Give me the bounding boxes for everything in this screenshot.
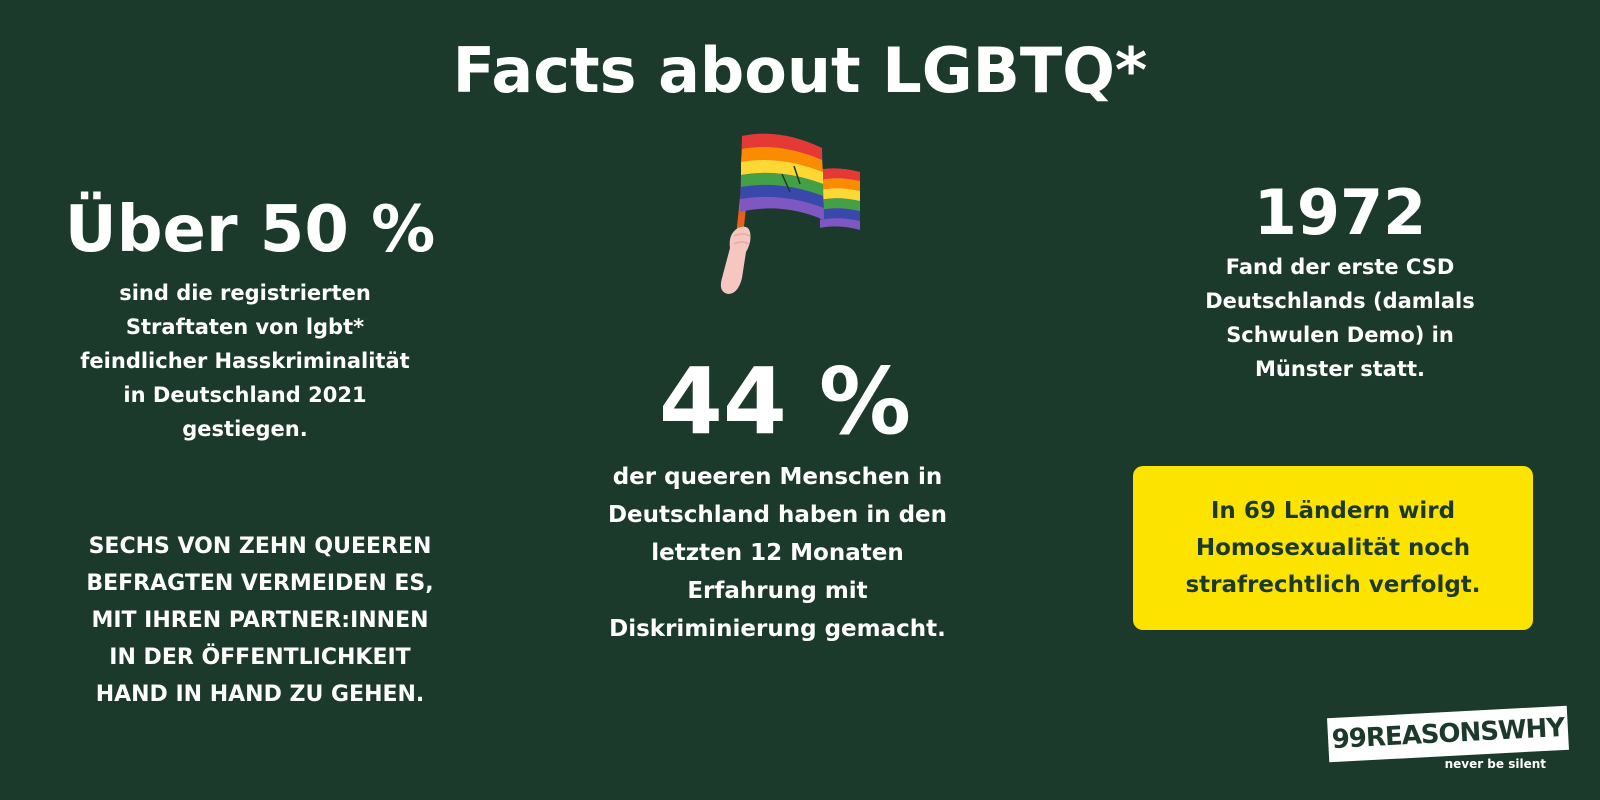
caps-line: BEFRAGTEN VERMEIDEN ES, [86,571,434,596]
logo-text: 99REASONSWHY [1331,712,1565,756]
description-line: Schwulen Demo) in [1226,323,1454,347]
description-line: Deutschland haben in den [607,502,948,528]
caps-line: HAND IN HAND ZU GEHEN. [95,682,425,707]
description-line: Deutschlands (damlals [1205,289,1475,313]
description-line: in Deutschland 2021 [123,383,367,407]
logo-tagline: never be silent [1444,757,1546,771]
highlight-box: In 69 Ländern wird Homosexualität noch s… [1133,466,1533,630]
description-line: gestiegen. [182,417,308,441]
description-line: Münster statt. [1254,357,1425,381]
highlight-line: strafrechtlich verfolgt. [1185,571,1481,598]
rainbow-flag-icon [720,128,890,308]
description-line: der queeren Menschen in [612,464,943,490]
hate-crime-description: sind die registrierten Straftaten von lg… [50,276,440,446]
stat-over-50-percent: Über 50 % [64,193,436,267]
description-line: Diskriminierung gemacht. [609,616,946,642]
caps-line: MIT IHREN PARTNER:INNEN [91,608,429,633]
highlight-line: In 69 Ländern wird [1210,497,1456,524]
csd-description: Fand der erste CSD Deutschlands (damlals… [1185,250,1495,386]
logo-badge: 99REASONSWHY [1327,705,1569,763]
description-line: Fand der erste CSD [1225,255,1455,279]
stat-44-percent: 44 % [658,348,912,455]
caps-line: IN DER ÖFFENTLICHKEIT [109,645,411,670]
discrimination-description: der queeren Menschen in Deutschland habe… [565,458,990,648]
hand-in-hand-fact: SECHS VON ZEHN QUEEREN BEFRAGTEN VERMEID… [60,528,460,713]
description-line: sind die registrierten [119,281,371,305]
description-line: Erfahrung mit [687,578,868,604]
highlight-text: In 69 Ländern wird Homosexualität noch s… [1185,493,1480,604]
description-line: letzten 12 Monaten [651,540,904,566]
page-title: Facts about LGBTQ* [452,34,1148,107]
stat-1972: 1972 [1253,176,1427,249]
description-line: Straftaten von lgbt* [125,315,365,339]
highlight-line: Homosexualität noch [1195,534,1471,561]
logo: 99REASONSWHY never be silent [1327,704,1569,784]
caps-line: SECHS VON ZEHN QUEEREN [88,534,432,559]
description-line: feindlicher Hasskriminalität [80,349,410,373]
